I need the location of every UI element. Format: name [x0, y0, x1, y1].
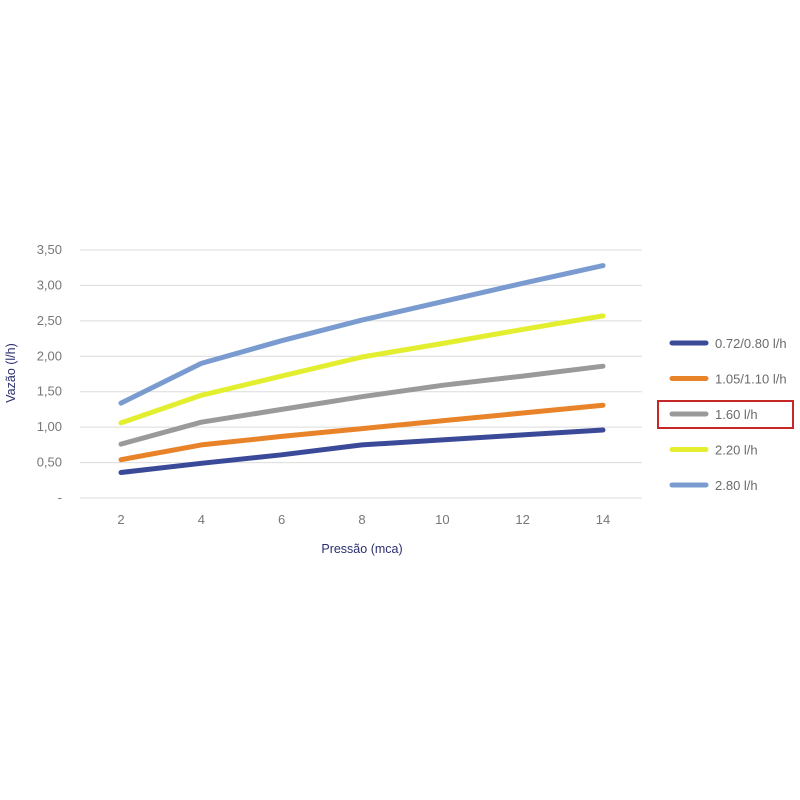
x-tick-label: 6 — [278, 512, 285, 527]
series-line-4 — [118, 313, 606, 426]
y-tick-label: 1,00 — [37, 419, 62, 434]
series-line-2 — [118, 402, 606, 463]
x-tick-label: 8 — [358, 512, 365, 527]
y-tick-label: 2,00 — [37, 348, 62, 363]
x-tick-label: 4 — [198, 512, 205, 527]
y-tick-label: 3,50 — [37, 242, 62, 257]
legend-label: 0.72/0.80 l/h — [715, 336, 787, 351]
x-tick-label: 12 — [515, 512, 529, 527]
x-tick-label: 10 — [435, 512, 449, 527]
legend-label: 1.05/1.10 l/h — [715, 372, 787, 387]
series-line-1 — [118, 427, 606, 475]
x-axis-title: Pressão (mca) — [321, 542, 402, 556]
series-lines — [118, 263, 606, 475]
y-tick-label: 1,50 — [37, 384, 62, 399]
y-axis-title: Vazão (l/h) — [4, 343, 18, 403]
x-tick-label: 2 — [117, 512, 124, 527]
y-tick-label: - — [58, 490, 62, 505]
y-tick-label: 2,50 — [37, 313, 62, 328]
legend: 0.72/0.80 l/h 1.05/1.10 l/h 1.60 l/h 2.20 l… — [657, 336, 794, 493]
y-axis-ticks: - 0,50 1,00 1,50 2,00 2,50 3,00 3,50 — [37, 242, 62, 505]
x-axis-ticks: 2 4 6 8 10 12 14 — [117, 512, 610, 527]
legend-highlight-box — [657, 400, 794, 429]
y-tick-label: 0,50 — [37, 455, 62, 470]
x-tick-label: 14 — [596, 512, 610, 527]
series-line-3 — [118, 363, 606, 447]
legend-label: 1.60 l/h — [715, 407, 758, 422]
legend-label: 2.80 l/h — [715, 478, 758, 493]
series-line-5 — [118, 263, 606, 406]
y-tick-label: 3,00 — [37, 277, 62, 292]
legend-label: 2.20 l/h — [715, 443, 758, 458]
